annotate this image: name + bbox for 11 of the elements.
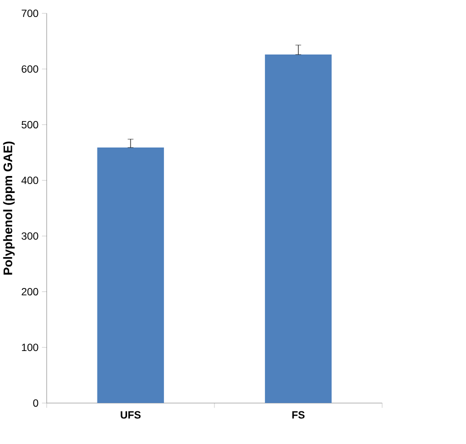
y-tick-label: 600 [22, 65, 38, 73]
y-tick-label: 400 [21, 176, 38, 184]
y-tick-label: 0 [33, 399, 38, 407]
y-tick-label: 100 [22, 344, 38, 352]
y-tick-label: 300 [22, 232, 38, 240]
x-tick-label: UFS [120, 411, 141, 419]
y-tick-label: 200 [22, 288, 38, 296]
x-tick-label: FS [292, 411, 305, 419]
y-tick-label: 500 [22, 120, 38, 128]
y-tick-label: 700 [22, 10, 38, 18]
y-axis-title: Polyphenol (ppm GAE) [3, 142, 15, 275]
